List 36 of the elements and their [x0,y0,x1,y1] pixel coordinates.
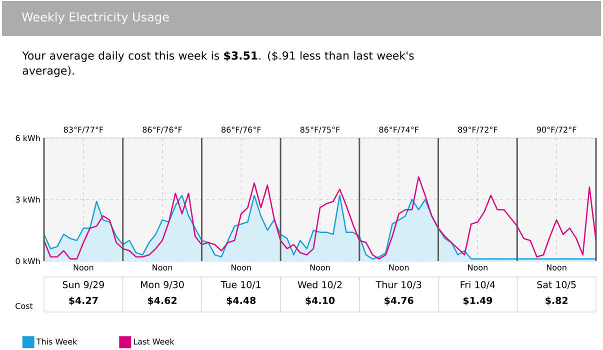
text: $1.49 [463,296,492,306]
text: 90°F/72°F [536,126,576,134]
text: Mon 9/30 [141,280,184,289]
text: Cost [16,302,33,309]
text: Sat 10/5 [537,280,576,289]
text: Fri 10/4 [460,280,496,289]
x-tick-label: Noon [152,264,172,270]
text: $.82 [546,296,568,306]
x-tick-label: Noon [310,264,330,270]
text: Sun 9/29 [62,280,104,289]
text: Thur 10/3 [376,280,422,289]
y-tick-label: 0 kWh [16,258,40,264]
text: Your average daily cost this week is $3.51. ($.91 less than last week's average). [22,51,414,77]
text: 89°F/72°F [458,126,498,134]
text: Tue 10/1 [220,280,261,289]
text: $4.62 [148,296,176,306]
chart-title: Weekly Electricity Usage [22,12,169,24]
x-tick-label: Noon [389,264,409,270]
legend-label: Last Week [134,338,174,344]
text: 86°F/76°F [222,126,261,134]
text: $4.10 [306,296,335,306]
text: 85°F/75°F [300,126,340,134]
x-tick-label: Noon [546,264,566,270]
text: $4.48 [226,296,256,306]
text: Wed 10/2 [298,280,342,289]
legend-label: This Week [36,338,78,344]
text: 86°F/76°F [142,126,182,134]
x-tick-label: Noon [468,264,488,270]
x-tick-label: Noon [232,264,251,270]
x-tick-label: Noon [74,264,94,270]
y-tick-label: 6 kWh [16,134,40,142]
text: 83°F/77°F [64,126,104,134]
y-tick-label: 3 kWh [16,196,40,203]
text: 86°F/74°F [379,126,419,134]
text: $4.27 [69,296,98,306]
text: $4.76 [384,296,414,306]
